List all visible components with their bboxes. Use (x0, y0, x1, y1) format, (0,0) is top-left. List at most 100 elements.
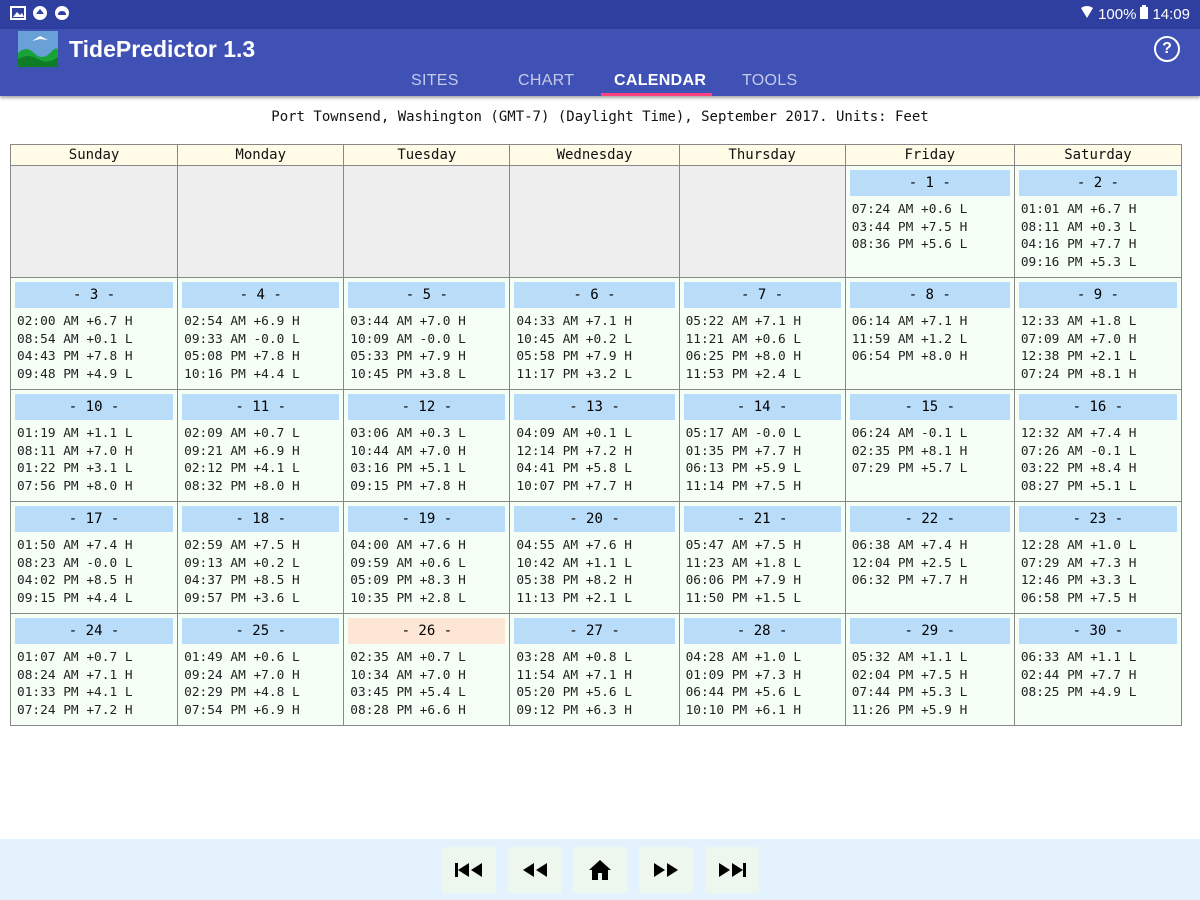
day-cell[interactable]: - 26 - 02:35 AM +0.7 L 10:34 AM +7.0 H 03:4… (343, 613, 511, 726)
day-number: - 8 - (849, 282, 1010, 308)
day-cell[interactable]: - 23 - 12:28 AM +1.0 L 07:29 AM +7.3 H 12:4… (1013, 501, 1183, 614)
tide-list: 04:09 AM +0.1 L 12:14 PM +7.2 H 04:41 PM +… (510, 420, 678, 495)
day-cell[interactable]: - 16 - 12:32 AM +7.4 H 07:26 AM -0.1 L 03:2… (1013, 389, 1183, 502)
tide-entry: 02:44 PM +7.7 H (1020, 667, 1137, 683)
tide-list: 01:19 AM +1.1 L 08:11 AM +7.0 H 01:22 PM +… (11, 420, 177, 495)
day-cell[interactable]: - 21 - 05:47 AM +7.5 H 11:23 AM +1.8 L 06:0… (678, 501, 846, 614)
tide-entry: 08:54 AM +0.1 L (17, 331, 133, 347)
status-indicators: 100% 14:09 (1080, 5, 1190, 23)
tide-list: 04:55 AM +7.6 H 10:42 AM +1.1 L 05:38 PM +… (510, 532, 678, 607)
day-cell[interactable]: - 2 - 01:01 AM +6.7 H 08:11 AM +0.3 L 04:16… (1013, 165, 1183, 278)
tide-entry: 05:17 AM -0.0 L (685, 426, 802, 441)
tide-entry: 01:35 PM +7.7 H (685, 443, 802, 459)
day-cell[interactable]: - 14 - 05:17 AM -0.0 L 01:35 PM +7.7 H 06:1… (678, 389, 846, 502)
app-notification-icon (32, 5, 48, 21)
tide-entry: 10:16 PM +4.4 L (184, 366, 300, 382)
tide-entry: 04:09 AM +0.1 L (516, 426, 632, 441)
day-cell[interactable]: - 27 - 03:28 AM +0.8 L 11:54 AM +7.1 H 05:2… (509, 613, 680, 726)
tide-entry: 10:34 AM +7.0 H (350, 667, 466, 683)
home-icon (589, 860, 611, 880)
day-cell[interactable]: - 7 - 05:22 AM +7.1 H 11:21 AM +0.6 L 06:25… (678, 277, 846, 390)
tide-entry: 09:48 PM +4.9 L (17, 366, 133, 382)
day-cell[interactable]: - 22 -06:38 AM +7.4 H 12:04 PM +2.5 L 06:3… (844, 501, 1015, 614)
day-cell[interactable]: - 8 - 06:14 AM +7.1 H 11:59 AM +1.2 L 06:54… (844, 277, 1015, 390)
tide-entry: 01:07 AM +0.7 L (17, 650, 133, 665)
day-cell[interactable]: - 20 - 04:55 AM +7.6 H 10:42 AM +1.1 L 05:3… (509, 501, 680, 614)
day-cell[interactable]: - 30 - 06:33 AM +1.1 L 02:44 PM +7.7 H 08:2… (1013, 613, 1183, 726)
tide-entry: 04:37 PM +8.5 H (184, 573, 300, 588)
weekday-tuesday: Tuesday (343, 144, 511, 166)
day-number: - 18 - (182, 506, 340, 532)
tide-entry: 11:21 AM +0.6 L (685, 331, 802, 347)
day-cell[interactable]: - 17 - 01:50 AM +7.4 H 08:23 AM -0.0 L 04:0… (9, 501, 179, 614)
help-button[interactable]: ? (1154, 36, 1180, 62)
day-cell[interactable]: - 15 - 06:24 AM -0.1 L 02:35 PM +8.1 H 07:2… (844, 389, 1015, 502)
previous-page-button[interactable] (508, 847, 562, 893)
tide-entry: 07:24 PM +7.2 H (17, 702, 133, 718)
tide-entry: 01:49 AM +0.6 L (184, 650, 300, 665)
tab-calendar[interactable]: CALENDAR (614, 72, 707, 89)
tide-entry: 11:17 PM +3.2 L (516, 366, 632, 382)
tide-entry: 04:16 PM +7.7 H (1020, 237, 1137, 252)
tab-chart[interactable]: CHART (518, 72, 575, 89)
tide-entry: 03:22 PM +8.4 H (1020, 461, 1137, 476)
tide-entry: 11:53 PM +2.4 L (685, 366, 802, 382)
last-page-button[interactable] (705, 847, 759, 893)
tab-indicator (601, 93, 712, 96)
tide-list: 02:54 AM +6.9 H 09:33 AM -0.0 L 05:08 PM +… (178, 308, 343, 383)
day-cell[interactable]: - 25 - 01:49 AM +0.6 L 09:24 AM +7.0 H 02:2… (177, 613, 345, 726)
tide-entry: 01:22 PM +3.1 L (17, 461, 133, 476)
tide-entry: 04:28 AM +1.0 L (685, 650, 802, 665)
tide-list: 02:09 AM +0.7 L 09:21 AM +6.9 H 02:12 PM +… (178, 420, 343, 495)
tide-entry: 07:24 PM +8.1 H (1020, 366, 1137, 382)
tide-entry: 10:10 PM +6.1 H (685, 702, 802, 718)
battery-level: 100% (1098, 5, 1137, 23)
tide-entry: 09:16 PM +5.3 L (1020, 254, 1137, 270)
day-number: - 13 - (514, 394, 675, 420)
day-cell[interactable]: - 18 - 02:59 AM +7.5 H 09:13 AM +0.2 L 04:3… (177, 501, 345, 614)
tide-list: 07:24 AM +0.6 L 03:44 PM +7.5 H 08:36 PM +… (846, 196, 1014, 254)
day-cell[interactable]: - 9 - 12:33 AM +1.8 L 07:09 AM +7.0 H 12:38… (1013, 277, 1183, 390)
tide-list: 01:50 AM +7.4 H 08:23 AM -0.0 L 04:02 PM +… (11, 532, 177, 607)
tide-entry: 06:24 AM -0.1 L (851, 426, 968, 441)
tide-entry: 01:09 PM +7.3 H (685, 667, 802, 683)
day-number: - 30 - (1018, 618, 1177, 644)
tide-entry: 06:13 PM +5.9 L (685, 461, 802, 476)
tide-list: 12:33 AM +1.8 L 07:09 AM +7.0 H 12:38 PM +… (1015, 308, 1181, 383)
status-bar: 100% 14:09 (0, 0, 1200, 29)
calendar-week-row: - 17 - 01:50 AM +7.4 H 08:23 AM -0.0 L 04:0… (9, 501, 1183, 614)
tide-entry: 05:47 AM +7.5 H (685, 538, 802, 553)
tide-entry: 02:59 AM +7.5 H (184, 538, 300, 553)
calendar-header: Port Townsend, Washington (GMT-7) (Dayli… (271, 109, 929, 125)
tab-tools[interactable]: TOOLS (742, 72, 798, 89)
day-cell[interactable]: - 5 - 03:44 AM +7.0 H 10:09 AM -0.0 L 05:33… (343, 277, 511, 390)
tide-entry: 02:00 AM +6.7 H (17, 314, 133, 329)
day-cell[interactable]: - 13 - 04:09 AM +0.1 L 12:14 PM +7.2 H 04:4… (509, 389, 680, 502)
day-cell[interactable]: - 4 - 02:54 AM +6.9 H 09:33 AM -0.0 L 05:08… (177, 277, 345, 390)
day-cell[interactable]: - 19 - 04:00 AM +7.6 H 09:59 AM +0.6 L 05:0… (343, 501, 511, 614)
tide-list: 05:32 AM +1.1 L 02:04 PM +7.5 H 07:44 PM +… (846, 644, 1014, 719)
day-cell[interactable]: - 10 - 01:19 AM +1.1 L 08:11 AM +7.0 H 01:2… (9, 389, 179, 502)
tide-entry: 09:33 AM -0.0 L (184, 331, 300, 347)
day-cell[interactable]: - 11 - 02:09 AM +0.7 L 09:21 AM +6.9 H 02:1… (177, 389, 345, 502)
tab-sites[interactable]: SITES (411, 72, 459, 89)
day-cell[interactable]: - 24 - 01:07 AM +0.7 L 08:24 AM +7.1 H 01:3… (9, 613, 179, 726)
day-number: - 27 - (514, 618, 675, 644)
app-bar: TidePredictor 1.3 ? SITES CHART CALENDAR… (0, 29, 1200, 96)
tide-entry: 07:26 AM -0.1 L (1020, 443, 1137, 459)
tide-entry: 06:25 PM +8.0 H (685, 349, 802, 364)
day-cell[interactable]: - 28 - 04:28 AM +1.0 L 01:09 PM +7.3 H 06:4… (678, 613, 846, 726)
first-page-button[interactable] (442, 847, 496, 893)
home-button[interactable] (573, 847, 627, 893)
tide-entry: 03:28 AM +0.8 L (516, 650, 632, 665)
day-cell[interactable]: - 12 - 03:06 AM +0.3 L 10:44 AM +7.0 H 03:1… (343, 389, 511, 502)
wifi-icon (1080, 5, 1094, 23)
day-cell[interactable]: - 3 - 02:00 AM +6.7 H 08:54 AM +0.1 L 04:43… (9, 277, 179, 390)
day-cell[interactable]: - 29 - 05:32 AM +1.1 L 02:04 PM +7.5 H 07:4… (844, 613, 1015, 726)
tide-entry: 10:35 PM +2.8 L (350, 590, 466, 606)
day-cell[interactable]: - 1 - 07:24 AM +0.6 L 03:44 PM +7.5 H 08:36… (844, 165, 1015, 278)
tide-entry: 12:14 PM +7.2 H (516, 443, 632, 459)
day-number: - 5 - (348, 282, 506, 308)
day-cell[interactable]: - 6 - 04:33 AM +7.1 H 10:45 AM +0.2 L 05:58… (509, 277, 680, 390)
next-page-button[interactable] (639, 847, 693, 893)
